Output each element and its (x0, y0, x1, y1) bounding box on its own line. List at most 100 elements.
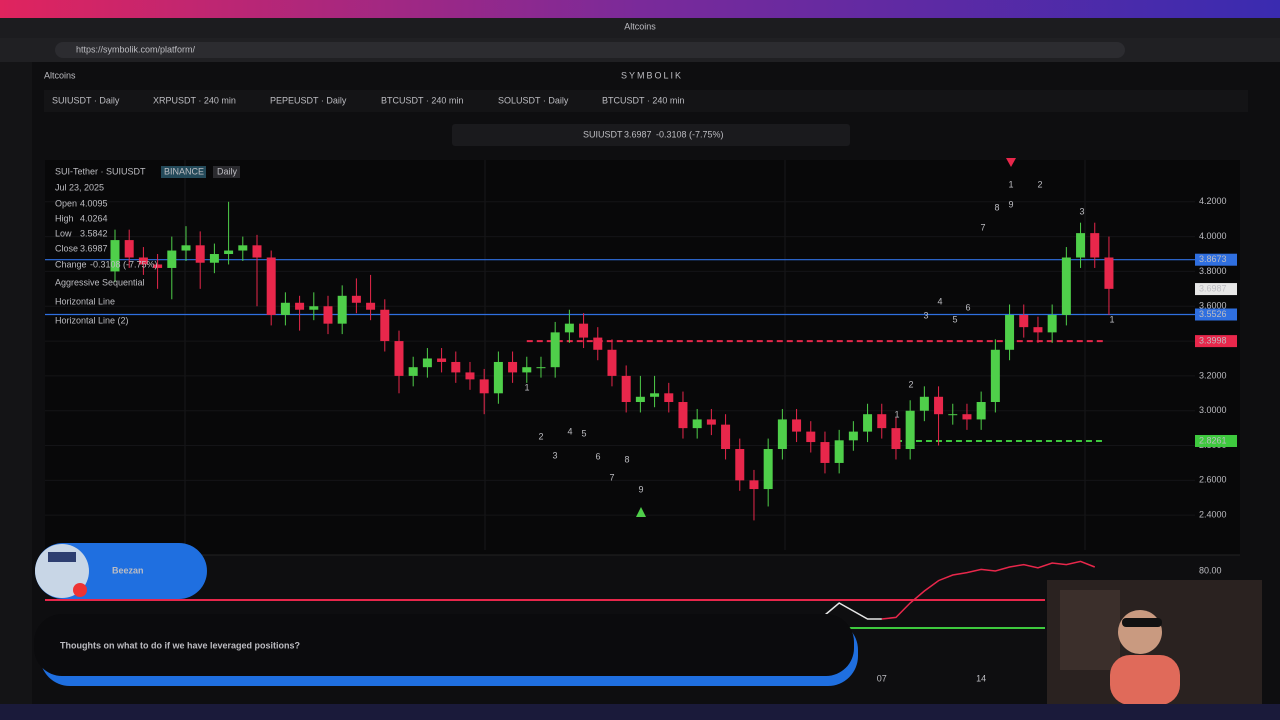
webcam-glasses (1122, 618, 1162, 627)
taskbar (0, 704, 1280, 720)
y-tick-label: 4.0000 (1199, 231, 1227, 241)
candle-body (366, 302, 376, 310)
candle-body (948, 414, 958, 416)
change-label: Change (55, 259, 87, 269)
chart-area (45, 160, 1240, 555)
candle-body (479, 379, 489, 394)
ohlc-label: High (55, 213, 74, 223)
td-label: 2 (908, 379, 913, 389)
tab[interactable]: SUIUSDT · Daily (52, 95, 120, 105)
candle-body (692, 419, 702, 429)
td-label: 8 (624, 454, 629, 464)
ohlc-value: 4.0095 (80, 198, 108, 208)
candle-body (536, 367, 546, 369)
webcam-shelf (1060, 590, 1120, 670)
tab[interactable]: PEPEUSDT · Daily (270, 95, 347, 105)
candle-body (110, 240, 120, 272)
y-tick-label: 2.6000 (1199, 475, 1227, 485)
candle-body (777, 419, 787, 450)
td-label: 5 (581, 428, 586, 438)
candle-body (1104, 257, 1114, 289)
streamer-name: Beezan (112, 565, 144, 575)
sidebar (0, 62, 32, 704)
tab[interactable]: BTCUSDT · 240 min (381, 95, 463, 105)
candle-body (635, 396, 645, 403)
candle-body (976, 402, 986, 420)
search-box[interactable] (452, 124, 850, 146)
webcam-shirt (1110, 655, 1180, 705)
wallpaper (0, 0, 1280, 18)
ohlc-value: 3.5842 (80, 228, 108, 238)
td-label: 3 (552, 450, 557, 460)
indicator-line (881, 560, 1096, 620)
candle-body (337, 295, 347, 324)
y-tick-label: 3.6000 (1199, 301, 1227, 311)
url-field[interactable] (55, 42, 1125, 58)
search-symbol[interactable]: SUIUSDT (583, 129, 623, 139)
candle-body (721, 424, 731, 450)
candle-body (848, 431, 858, 441)
candle-body (621, 375, 631, 403)
td-label: 6 (965, 302, 970, 312)
url[interactable]: https://symbolik.com/platform/ (76, 44, 196, 54)
candle-body (863, 414, 873, 432)
workspace[interactable]: Altcoins (44, 70, 76, 80)
candle-body (749, 480, 759, 490)
candle-body (891, 428, 901, 450)
candle-body (1061, 257, 1071, 315)
price-tag (1195, 283, 1237, 296)
candle-body (224, 250, 234, 255)
td-label: 1 (1109, 314, 1114, 324)
td-label: 6 (595, 451, 600, 461)
ohlc-label: Close (55, 243, 78, 253)
tabs: SUIUSDT · Daily XRPUSDT · 240 min PEPEUSDT… (52, 95, 684, 105)
interval-badge (213, 166, 240, 178)
candle-body (806, 431, 816, 443)
search-price[interactable]: 3.6987 (624, 129, 652, 139)
candle-body (650, 393, 660, 397)
plot: 4.20004.00003.80003.60003.40003.20003.00… (45, 158, 1240, 629)
price-tag-label: 3.8673 (1199, 254, 1227, 264)
candle-body (522, 367, 532, 373)
candle-body (295, 302, 305, 310)
exchange-badge (161, 166, 206, 178)
candle-body (309, 306, 319, 310)
candle-body (280, 302, 290, 315)
candle-body (493, 361, 503, 394)
x-tick-label: 14 (976, 673, 986, 683)
td-label: 2 (1037, 179, 1042, 189)
td-label: 5 (952, 314, 957, 324)
candle-body (934, 396, 944, 415)
candle-body (678, 402, 688, 429)
webcam-face (1118, 610, 1162, 654)
tab[interactable]: SOLUSDT · Daily (498, 95, 569, 105)
tab[interactable]: XRPUSDT · 240 min (153, 95, 236, 105)
x-tick-label: 07 (877, 673, 887, 683)
window-title: Altcoins (624, 21, 656, 31)
tab[interactable]: BTCUSDT · 240 min (602, 95, 684, 105)
y-tick-label: 3.2000 (1199, 370, 1227, 380)
candle-body (138, 257, 148, 265)
candle-body (792, 419, 802, 432)
price-tag-label: 2.8261 (1199, 435, 1227, 445)
candle-body (167, 250, 177, 268)
exchange: BINANCE (164, 166, 204, 176)
search-change[interactable]: -0.3108 (-7.75%) (656, 129, 724, 139)
price-tag-label: 3.3998 (1199, 335, 1227, 345)
candle-body (1090, 233, 1100, 258)
candle-body (834, 440, 844, 463)
y-tick-label: 3.0000 (1199, 405, 1227, 415)
candle-body (394, 341, 404, 376)
buy-arrow (636, 507, 646, 517)
youtube-icon (73, 583, 87, 597)
td-label: 9 (1008, 199, 1013, 209)
candle-body (195, 245, 205, 263)
interval: Daily (217, 166, 238, 176)
candle-body (735, 449, 745, 481)
indicator-line (824, 602, 882, 620)
change: -0.3108 (-7.75%) (90, 259, 158, 269)
candle-body (579, 323, 589, 338)
td-label: 3 (1079, 206, 1084, 216)
td-label: 1 (894, 409, 899, 419)
